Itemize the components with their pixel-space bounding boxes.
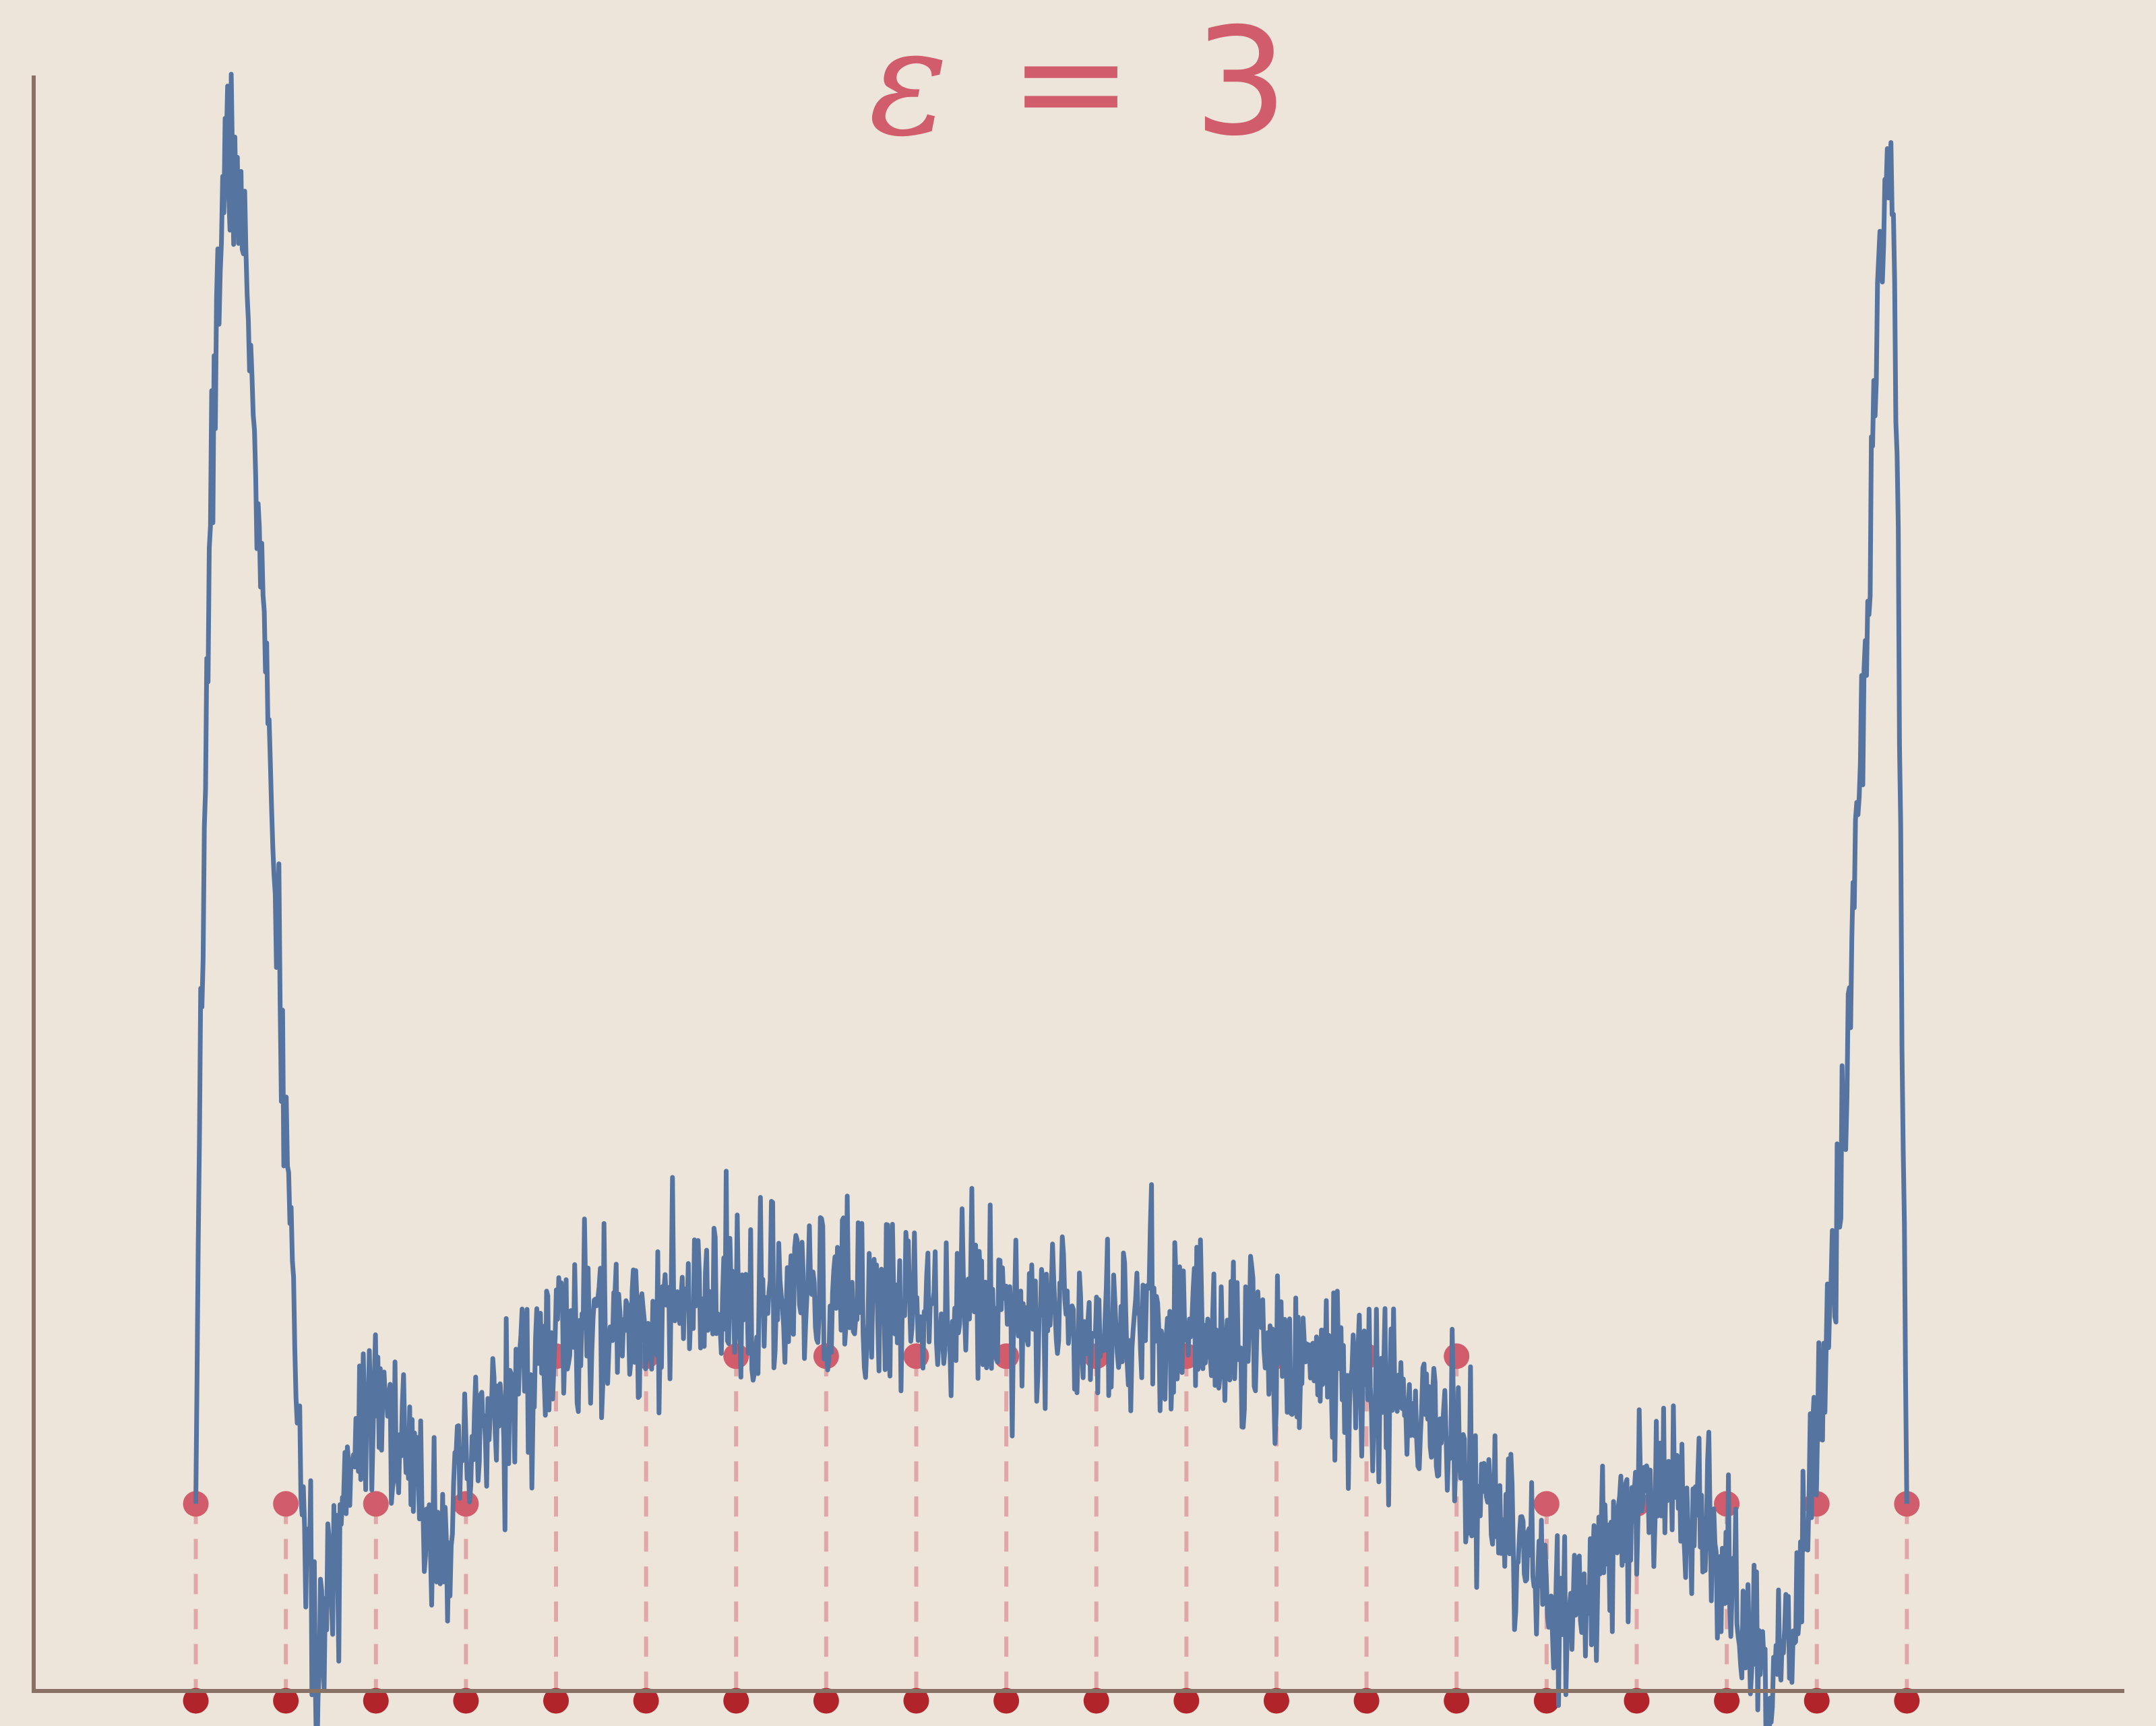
base-point [363,1688,389,1714]
title-equals: = [1009,0,1133,168]
base-point [1353,1688,1380,1714]
title-value: 3 [1194,0,1288,168]
base-point [453,1688,479,1714]
base-point [633,1688,659,1714]
chart-title: ε = 3 [869,0,1288,168]
base-point [993,1688,1020,1714]
base-point [1444,1688,1470,1714]
sample-point [363,1491,389,1517]
base-point [723,1688,749,1714]
base-point [813,1688,839,1714]
base-point [1804,1688,1830,1714]
base-point [1533,1688,1560,1714]
base-point [273,1688,299,1714]
base-point [1714,1688,1740,1714]
base-point [1894,1688,1920,1714]
dashed-guide-lines [193,1356,1909,1701]
sample-point [1444,1343,1470,1369]
base-point [183,1688,209,1714]
base-point [1624,1688,1650,1714]
base-point [903,1688,929,1714]
base-points [183,1688,1920,1714]
base-point [1173,1688,1200,1714]
sample-point [1894,1491,1920,1517]
base-point [1263,1688,1289,1714]
sample-point [1533,1491,1560,1517]
base-point [543,1688,569,1714]
sample-point [453,1491,479,1517]
noisy-density-curve [193,71,1909,1726]
sample-point [183,1491,209,1517]
base-point [1083,1688,1109,1714]
sample-point [273,1491,299,1517]
title-symbol: ε [869,0,948,168]
